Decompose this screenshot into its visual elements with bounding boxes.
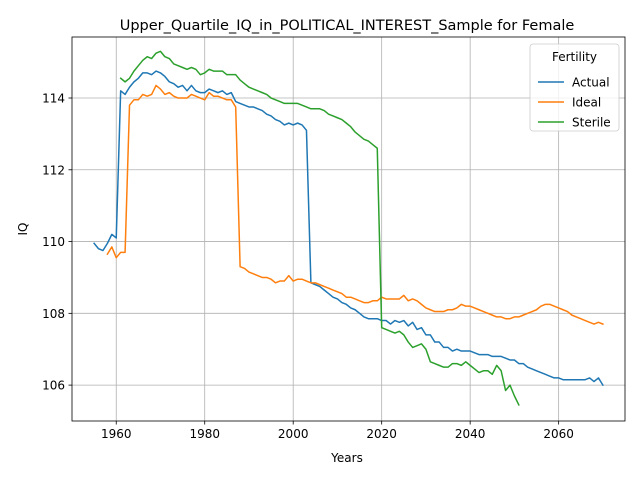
y-tick-label-114: 114	[42, 92, 65, 106]
chart-title: Upper_Quartile_IQ_in_POLITICAL_INTEREST_…	[120, 18, 575, 34]
y-tick-label-112: 112	[42, 163, 65, 177]
x-tick-label-1980: 1980	[189, 427, 220, 441]
x-tick-label-2040: 2040	[455, 427, 486, 441]
plot-frame	[71, 36, 626, 422]
legend-label-actual: Actual	[572, 76, 610, 90]
legend-label-ideal: Ideal	[572, 96, 601, 110]
y-tick-label-108: 108	[42, 307, 65, 321]
series-line-ideal	[106, 84, 604, 326]
plot-area: 1960 1980 2000 2020 2040 2060 106 108 110 112 114 F…	[42, 36, 626, 441]
x-tick-label-2000: 2000	[278, 427, 309, 441]
legend-title: Fertility	[552, 50, 597, 64]
y-tick-label-110: 110	[42, 235, 65, 249]
series-line-sterile	[119, 50, 520, 406]
x-tick-label-2020: 2020	[366, 427, 397, 441]
y-tick-label-106: 106	[42, 379, 65, 393]
legend-label-sterile: Sterile	[572, 116, 611, 130]
x-axis-label: Years	[330, 451, 363, 465]
x-tick-label-1960: 1960	[101, 427, 132, 441]
y-axis-label: IQ	[16, 223, 30, 236]
legend-box	[529, 43, 620, 132]
series-line-actual	[93, 70, 604, 387]
x-tick-label-2060: 2060	[543, 427, 574, 441]
